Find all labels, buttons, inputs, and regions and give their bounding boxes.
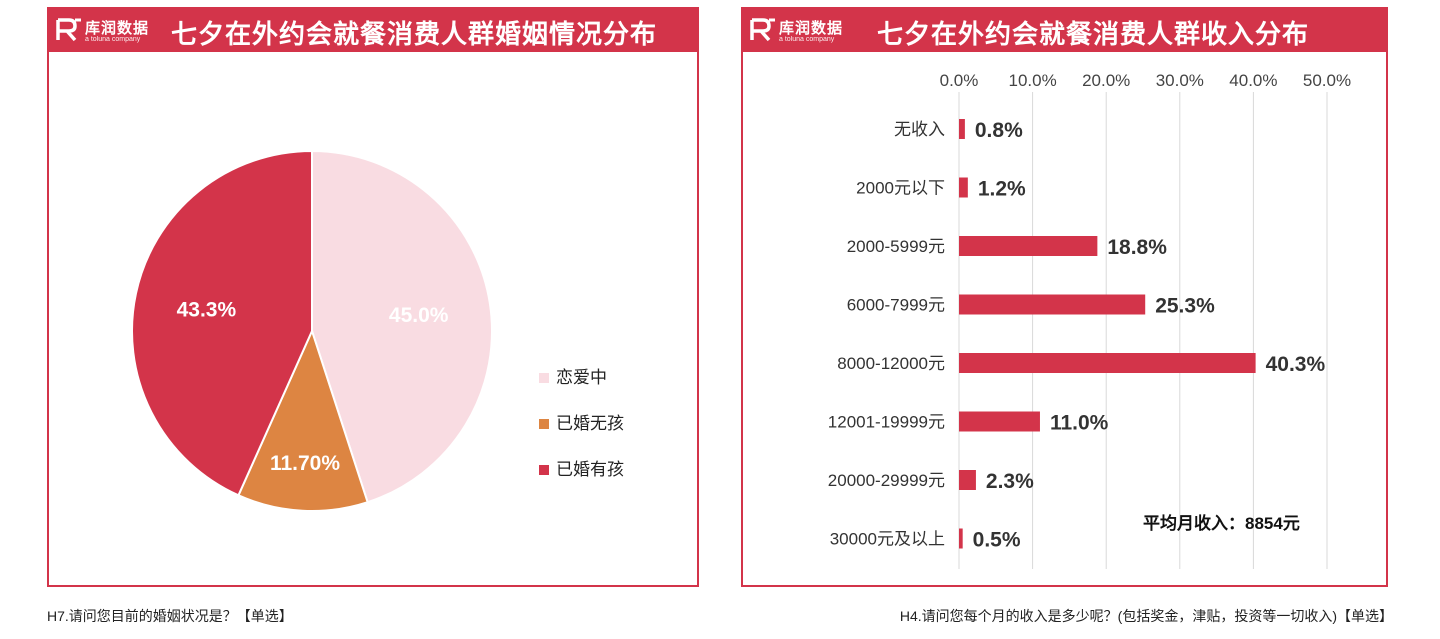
x-tick-label: 30.0% <box>1156 71 1204 90</box>
bar-value-label: 0.5% <box>973 529 1021 552</box>
bar-value-label: 11.0% <box>1050 412 1109 435</box>
category-label: 30000元及以上 <box>830 530 945 549</box>
bar-value-label: 25.3% <box>1155 295 1215 318</box>
bar <box>959 294 1146 315</box>
logo-mark-icon <box>750 18 775 42</box>
panel-header: 库润数据 a toluna company 七夕在外约会就餐消费人群收入分布 <box>743 9 1386 52</box>
question-footnote: H4.请问您每个月的收入是多少呢？(包括奖金，津贴，投资等一切收入)【单选】 <box>899 608 1393 624</box>
bar <box>959 177 968 198</box>
category-label: 20000-29999元 <box>828 471 945 490</box>
pie-slice-label: 43.3% <box>177 298 237 321</box>
pie-slice-label: 11.70% <box>270 452 340 475</box>
category-label: 2000元以下 <box>856 179 945 198</box>
x-tick-label: 50.0% <box>1303 71 1351 90</box>
legend-label: 已婚有孩 <box>556 460 624 479</box>
average-income-annotation: 平均月收入：8854元 <box>1143 513 1300 533</box>
chart-title: 七夕在外约会就餐消费人群收入分布 <box>877 19 1310 49</box>
category-label: 无收入 <box>894 120 945 139</box>
bar-value-label: 40.3% <box>1266 353 1326 376</box>
brand-logo: 库润数据 a toluna company <box>55 15 165 47</box>
x-tick-label: 40.0% <box>1229 71 1277 90</box>
brand-name: 库润数据 <box>85 20 150 37</box>
income-panel: 库润数据 a toluna company 七夕在外约会就餐消费人群收入分布 0… <box>741 7 1388 587</box>
x-tick-label: 10.0% <box>1008 71 1056 90</box>
x-tick-label: 0.0% <box>940 71 979 90</box>
bar <box>959 411 1040 432</box>
brand-tagline: a toluna company <box>85 36 141 43</box>
marital-status-panel: 库润数据 a toluna company 七夕在外约会就餐消费人群婚姻情况分布… <box>47 7 699 587</box>
bar <box>959 119 965 139</box>
question-footnote: H7.请问您目前的婚姻状况是？【单选】 <box>47 608 293 624</box>
legend-label: 已婚无孩 <box>556 414 624 433</box>
x-tick-label: 20.0% <box>1082 71 1130 90</box>
pie-slices: 45.0% 11.70% 43.3% <box>131 149 493 512</box>
legend-label: 恋爱中 <box>556 367 607 387</box>
bar-value-label: 1.2% <box>978 178 1026 201</box>
bar-value-label: 2.3% <box>986 470 1034 493</box>
category-label: 2000-5999元 <box>847 237 945 256</box>
category-label: 6000-7999元 <box>847 296 945 315</box>
panel-header: 库润数据 a toluna company 七夕在外约会就餐消费人群婚姻情况分布 <box>49 9 697 52</box>
pie-slice <box>131 149 313 497</box>
brand-name: 库润数据 <box>779 20 844 37</box>
bar-value-label: 0.8% <box>975 119 1023 142</box>
bar <box>959 528 963 549</box>
bar-chart: 0.0% 10.0% 20.0% 30.0% 40.0% 50.0% 无收入 0.8% 2000… <box>828 71 1351 569</box>
legend-swatch <box>539 419 549 429</box>
pie-slice <box>237 328 369 512</box>
category-label: 8000-12000元 <box>837 354 945 373</box>
bars: 无收入 0.8% 2000元以下 1.2% 2000-5999元 18.8% 6000-79… <box>828 119 1326 552</box>
grid: 0.0% 10.0% 20.0% 30.0% 40.0% 50.0% <box>940 71 1351 569</box>
legend-swatch <box>539 465 549 475</box>
legend-swatch <box>539 373 549 383</box>
pie-slice <box>311 149 493 504</box>
bar <box>959 353 1256 373</box>
brand-logo: 库润数据 a toluna company <box>749 15 859 47</box>
pie-slice-label: 45.0% <box>389 304 449 327</box>
bar <box>959 236 1098 256</box>
brand-tagline: a toluna company <box>779 36 835 43</box>
bar-value-label: 18.8% <box>1107 236 1167 259</box>
logo-mark-icon <box>56 18 81 42</box>
bar <box>959 470 976 490</box>
chart-title: 七夕在外约会就餐消费人群婚姻情况分布 <box>171 19 658 49</box>
category-label: 12001-19999元 <box>828 413 945 432</box>
